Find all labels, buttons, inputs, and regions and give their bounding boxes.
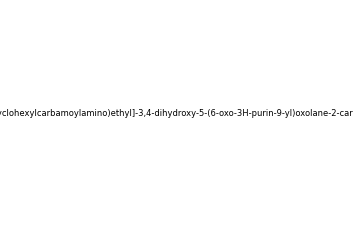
Text: N-[2-(cyclohexylcarbamoylamino)ethyl]-3,4-dihydroxy-5-(6-oxo-3H-purin-9-yl)oxola: N-[2-(cyclohexylcarbamoylamino)ethyl]-3,… [0, 109, 353, 118]
